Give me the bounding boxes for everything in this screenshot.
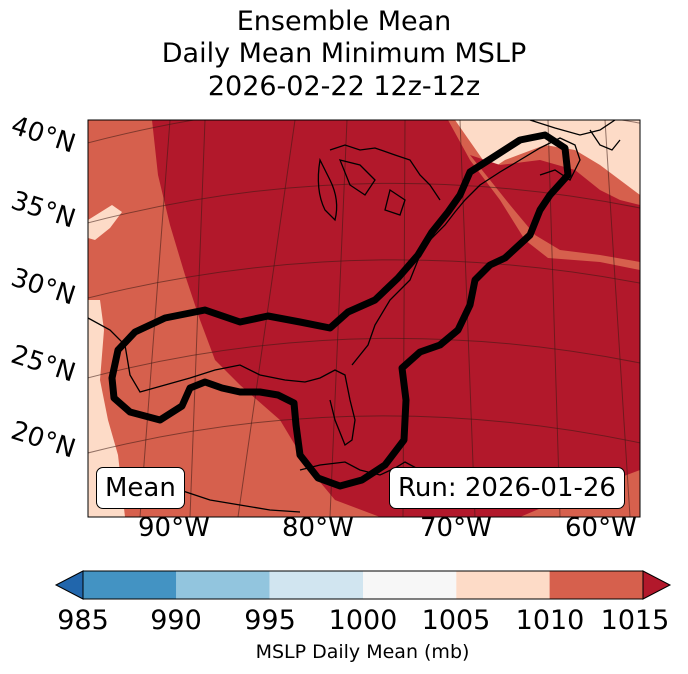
lon-label-80: 80°W [282,513,354,543]
map-frame [87,119,641,518]
run-date-box: Run: 2026-01-26 [389,467,625,509]
colorbar-bin-1005 [456,571,550,599]
colorbar-tick-1005: 1005 [421,605,491,636]
colorbar-tick-995: 995 [244,605,296,636]
colorbar-min-extension [54,570,84,600]
title-line-1: Ensemble Mean [236,6,452,37]
colorbar-bin-990 [176,571,270,599]
colorbar-max-extension [642,570,672,600]
title-line-2: Daily Mean Minimum MSLP [161,38,527,69]
field-high-west [88,300,125,517]
colorbar-tick-1010: 1010 [515,605,585,636]
mean-label-box: Mean [96,467,185,509]
colorbar-bin-995 [269,571,363,599]
field-high-east [455,120,640,195]
colorbar-tick-990: 990 [150,605,202,636]
lon-label-70: 70°W [420,513,492,543]
colorbar-label: MSLP Daily Mean (mb) [255,641,470,663]
colorbar-tick-985: 985 [57,605,109,636]
lon-label-60: 60°W [565,513,637,543]
lon-label-90: 90°W [138,513,210,543]
field-low [152,120,640,517]
colorbar-bin-1010 [549,571,643,599]
field-high-west-small [88,205,122,240]
colorbar-bin-1000 [363,571,457,599]
colorbar-tick-1015: 1015 [600,605,670,636]
contour-outline [108,131,572,490]
field-low-northeast [470,155,640,262]
colorbar-bin-985 [83,571,177,599]
title-line-3: 2026-02-22 12z-12z [207,71,481,102]
colorbar-tick-1000: 1000 [328,605,398,636]
